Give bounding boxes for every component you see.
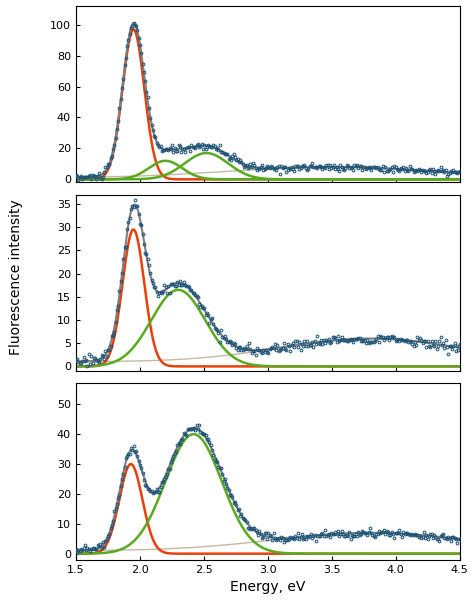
X-axis label: Energy, eV: Energy, eV [230, 580, 306, 594]
Text: Fluorescence intensity: Fluorescence intensity [9, 199, 24, 355]
